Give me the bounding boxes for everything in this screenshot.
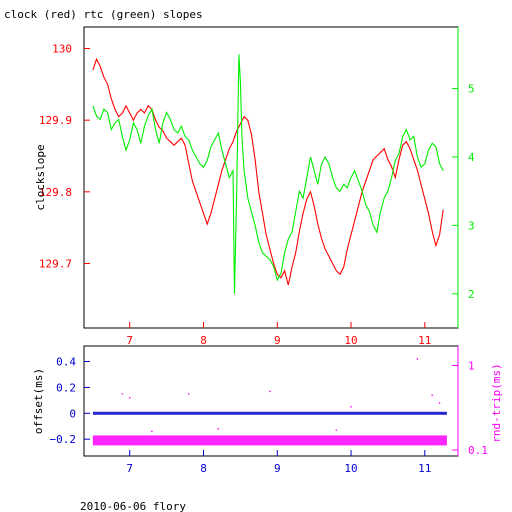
outlier-point <box>431 394 433 396</box>
series-line-clock <box>92 57 444 286</box>
x-tick-label: 9 <box>274 334 281 347</box>
y-tick-label: 129.8 <box>39 186 72 199</box>
y-tick-label: 129.9 <box>39 114 72 127</box>
y-tick-label: 129.7 <box>39 258 72 271</box>
outlier-point <box>121 393 124 395</box>
outlier-point <box>151 430 153 433</box>
offset-tick-label: 0 <box>69 407 76 420</box>
band-offset <box>92 411 447 415</box>
bottom-x-tick-label: 7 <box>126 462 133 475</box>
series-line-rtc <box>92 54 444 294</box>
bottom-x-tick-label: 9 <box>274 462 281 475</box>
outlier-point <box>187 393 190 395</box>
x-tick-label: 10 <box>344 334 357 347</box>
top-plot-frame <box>83 26 459 329</box>
y2-tick-label: 5 <box>468 83 475 96</box>
y-tick-label: 130 <box>52 43 72 56</box>
bottom-x-tick-label: 8 <box>200 462 207 475</box>
chart-title: clock (red) rtc (green) slopes <box>4 8 203 21</box>
y2-tick-label: 2 <box>468 288 475 301</box>
offset-axis-label: offset(ms) <box>32 368 45 434</box>
y2-tick-label: 4 <box>468 151 475 164</box>
outlier-point <box>269 390 271 393</box>
offset-tick-label: 0.2 <box>56 381 76 394</box>
x-tick-label: 7 <box>126 334 133 347</box>
y2-tick-label: 3 <box>468 219 475 232</box>
offset-tick-label: −0.2 <box>50 433 77 446</box>
bottom-x-tick-label: 10 <box>344 462 357 475</box>
outlier-point <box>128 396 131 399</box>
footer-label: 2010-06-06 flory <box>80 500 186 512</box>
rndtrip-tick-label: 0.1 <box>468 444 488 457</box>
y-axis-label: clockslope <box>34 144 47 210</box>
outlier-point <box>335 429 338 431</box>
offset-tick-label: 0.4 <box>56 356 76 369</box>
band-rnd-trip <box>92 435 447 446</box>
rndtrip-tick-label: 1 <box>468 359 475 372</box>
x-tick-label: 8 <box>200 334 207 347</box>
outlier-point <box>217 428 220 430</box>
outlier-point <box>350 406 352 408</box>
outlier-point <box>416 358 419 360</box>
outlier-point <box>438 402 441 404</box>
rndtrip-axis-label: rnd-trip(ms) <box>490 363 503 442</box>
bottom-x-tick-label: 11 <box>418 462 431 475</box>
x-tick-label: 11 <box>418 334 431 347</box>
